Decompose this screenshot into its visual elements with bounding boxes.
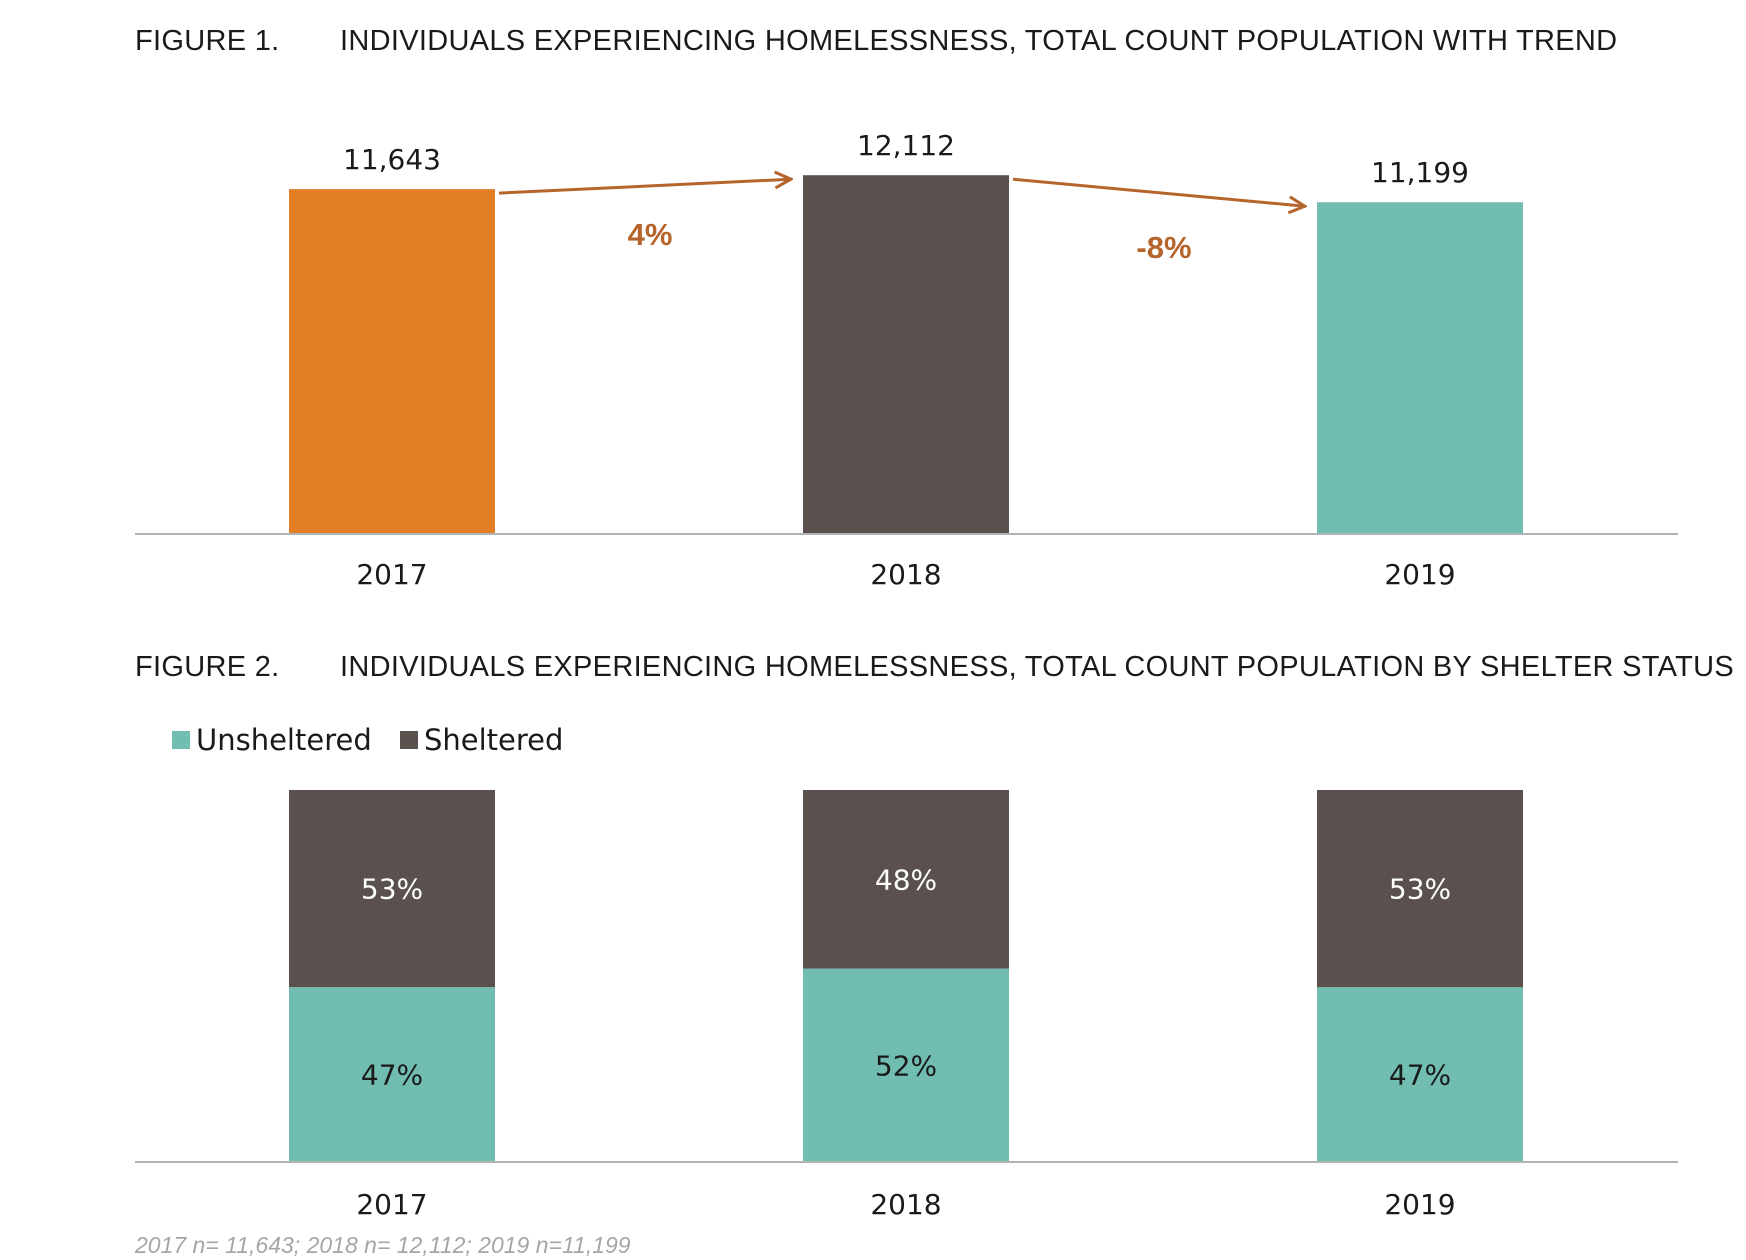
fig2-label-unsheltered-2018: 52% <box>875 1049 937 1082</box>
fig1-change-label-1: 4% <box>628 217 673 252</box>
fig1-value-label-2018: 12,112 <box>857 129 955 162</box>
fig2-bar-sheltered-2019 <box>1317 790 1523 988</box>
fig1-trend-arrow-1 <box>498 179 791 195</box>
fig2-bar-unsheltered-2018 <box>803 968 1009 1162</box>
legend-swatch-unsheltered <box>172 731 190 749</box>
fig1-tick-2017: 2017 <box>356 558 427 591</box>
fig1-tick-2019: 2019 <box>1384 558 1455 591</box>
legend-label-sheltered: Sheltered <box>424 723 563 757</box>
fig1-value-label-2017: 11,643 <box>343 143 441 176</box>
figure-2-chart: 47% 53% 2017 52% 48% 2018 47% 53% 2019 <box>135 790 1678 1221</box>
fig1-trend-arrow-2 <box>1012 177 1305 206</box>
legend-swatch-sheltered <box>400 731 418 749</box>
fig2-bar-sheltered-2018 <box>803 790 1009 969</box>
fig2-label-sheltered-2017: 53% <box>361 873 423 906</box>
fig2-tick-2017: 2017 <box>356 1188 427 1221</box>
fig2-label-unsheltered-2017: 47% <box>361 1059 423 1092</box>
fig2-label-unsheltered-2019: 47% <box>1389 1059 1451 1092</box>
fig2-bar-sheltered-2017 <box>289 790 495 988</box>
fig1-change-label-2: -8% <box>1136 230 1191 265</box>
fig1-tick-2018: 2018 <box>870 558 941 591</box>
figure-1-number: FIGURE 1. <box>135 25 280 57</box>
fig2-bar-unsheltered-2019 <box>1317 987 1523 1162</box>
fig2-label-sheltered-2018: 48% <box>875 863 937 896</box>
figure-2-number: FIGURE 2. <box>135 651 280 683</box>
fig2-label-sheltered-2019: 53% <box>1389 873 1451 906</box>
figure-2-legend: Unsheltered Sheltered <box>172 723 563 757</box>
figure-1-title: INDIVIDUALS EXPERIENCING HOMELESSNESS, T… <box>340 25 1617 57</box>
figure-1-chart: 11,643 2017 12,112 2018 11,199 2019 4% -8% <box>135 129 1678 591</box>
fig1-value-label-2019: 11,199 <box>1371 156 1469 189</box>
fig2-bar-unsheltered-2017 <box>289 987 495 1162</box>
legend-label-unsheltered: Unsheltered <box>196 723 372 757</box>
fig1-bar-2018 <box>803 175 1009 534</box>
fig2-tick-2018: 2018 <box>870 1188 941 1221</box>
sample-size-note: 2017 n= 11,643; 2018 n= 12,112; 2019 n=1… <box>134 1232 631 1258</box>
fig2-tick-2019: 2019 <box>1384 1188 1455 1221</box>
fig1-bar-2019 <box>1317 202 1523 534</box>
fig1-bar-2017 <box>289 189 495 534</box>
figure-2-title: INDIVIDUALS EXPERIENCING HOMELESSNESS, T… <box>340 651 1734 683</box>
